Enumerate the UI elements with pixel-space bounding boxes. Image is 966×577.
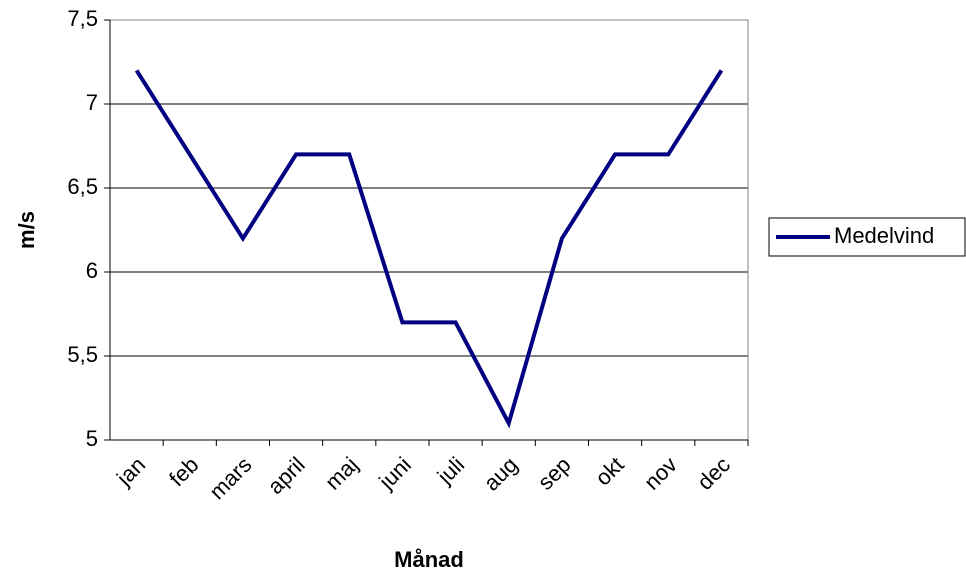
y-axis-title: m/s	[14, 211, 39, 249]
plot-border	[109, 19, 749, 441]
x-tick-label: jan	[111, 452, 150, 491]
x-axis-title: Månad	[394, 547, 464, 572]
y-tick-label: 5,5	[67, 342, 98, 367]
x-tick-label: sep	[533, 452, 576, 495]
x-tick-label: okt	[590, 452, 628, 490]
x-tick-label: april	[263, 452, 310, 499]
x-tick-label: juni	[373, 452, 416, 495]
y-tick-label: 6	[86, 258, 98, 283]
y-tick-label: 6,5	[67, 174, 98, 199]
x-tick-label: dec	[692, 452, 735, 495]
y-tick-label: 7	[86, 90, 98, 115]
x-tick-label: mars	[204, 452, 256, 504]
x-tick-label: feb	[164, 452, 203, 491]
legend-label: Medelvind	[834, 223, 934, 248]
y-tick-label: 5	[86, 426, 98, 451]
x-tick-label: juli	[432, 452, 469, 489]
data-line	[134, 69, 724, 429]
x-tick-label: aug	[479, 452, 523, 496]
x-tick-label: maj	[320, 452, 363, 495]
x-tick-label: nov	[639, 452, 682, 495]
y-tick-label: 7,5	[67, 6, 98, 31]
